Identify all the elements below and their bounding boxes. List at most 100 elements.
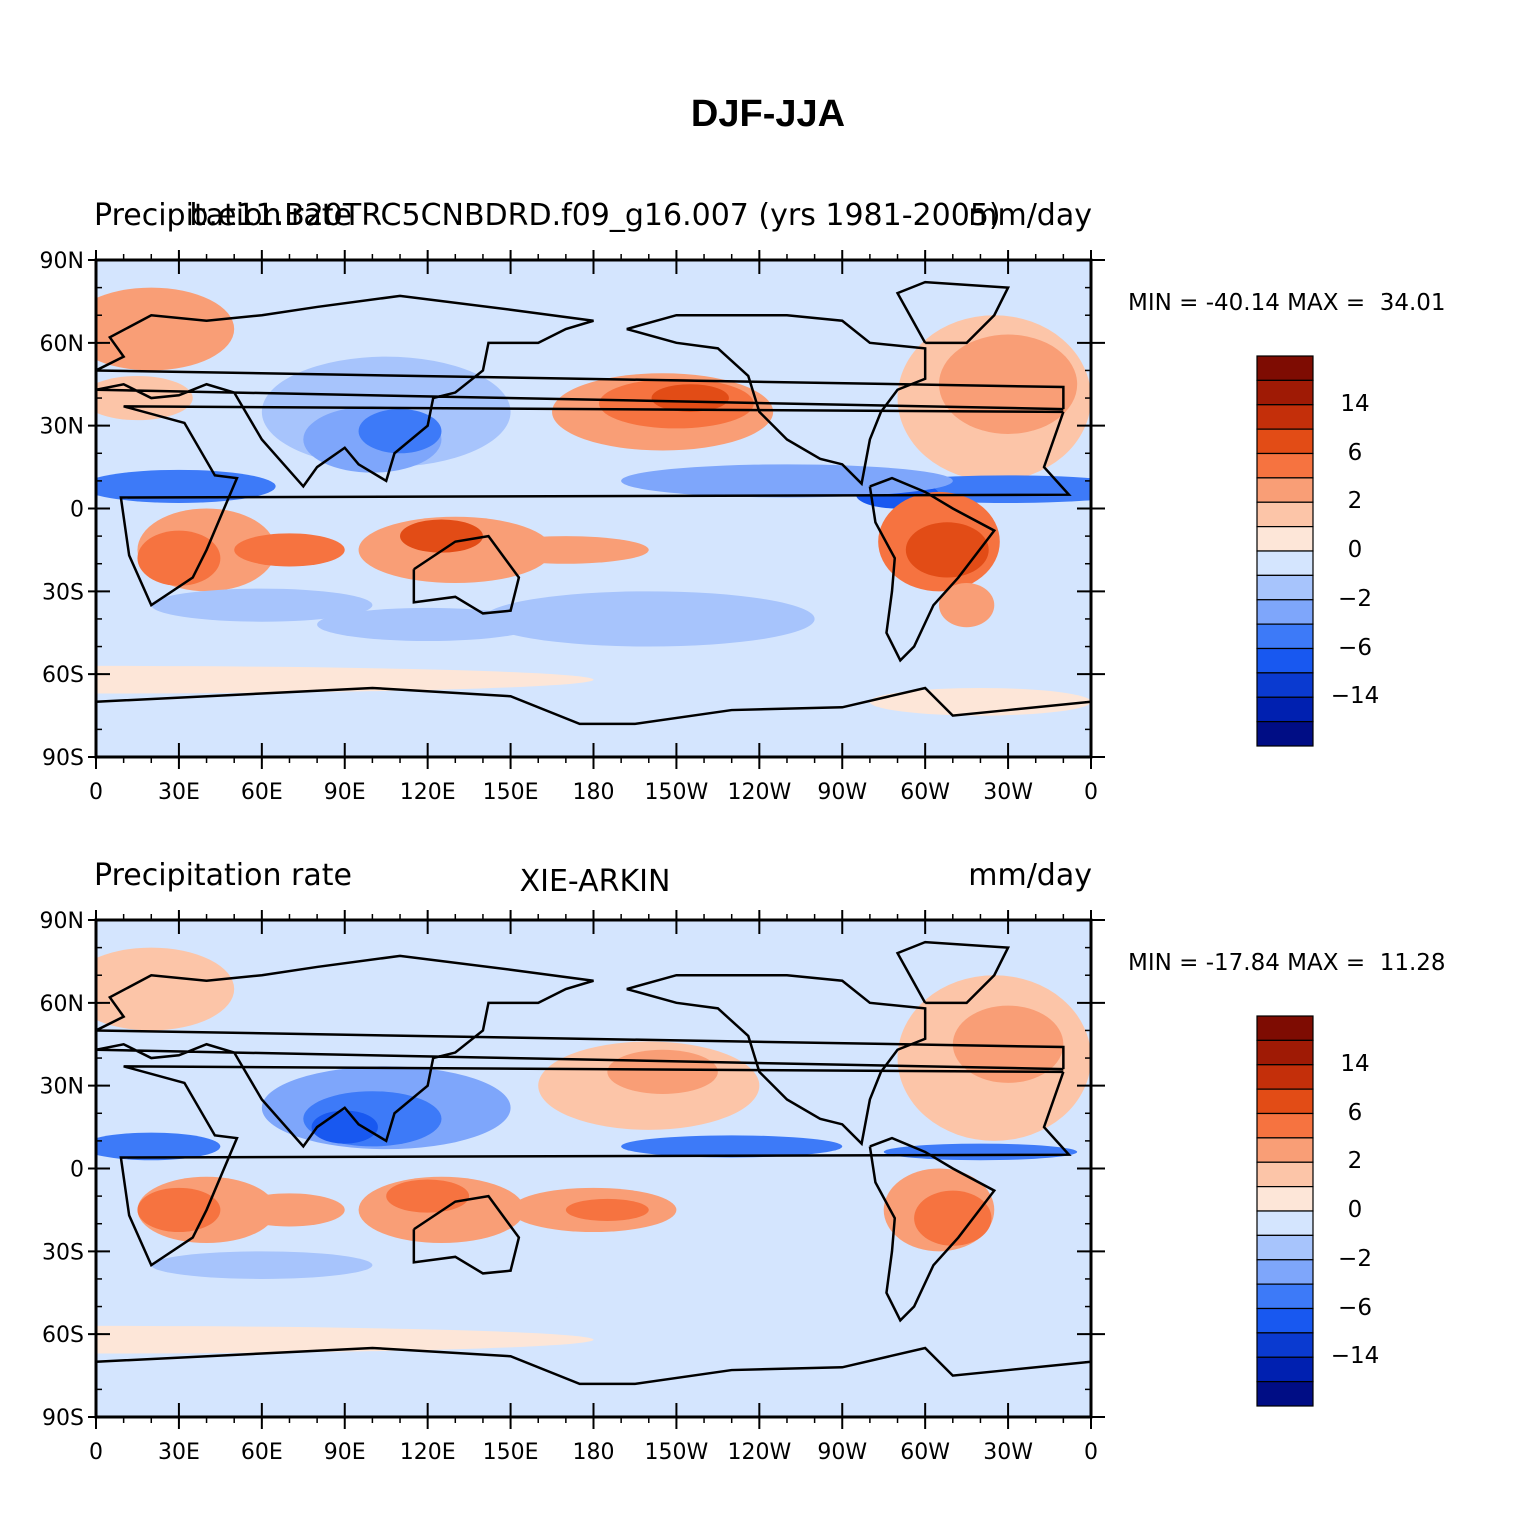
contour-region — [96, 947, 235, 1031]
colorbar-label: 14 — [1340, 1050, 1370, 1077]
colorbar-box — [1256, 1210, 1314, 1236]
coastline — [412, 1194, 521, 1275]
contour-region — [952, 1005, 1064, 1083]
lon-label: 150W — [645, 780, 709, 805]
contour-region — [234, 533, 345, 567]
colorbar — [1256, 355, 1314, 747]
lon-label: 90E — [324, 1440, 366, 1465]
lon-label: 150W — [645, 1440, 709, 1465]
colorbar-box — [1256, 1332, 1314, 1358]
lon-label: 90E — [324, 780, 366, 805]
min-max-label: MIN = -40.14 MAX = 34.01 — [1128, 290, 1446, 316]
colorbar-label: −14 — [1330, 683, 1380, 710]
coastline — [626, 973, 927, 1147]
contour-region — [96, 665, 594, 694]
case-label: b.e11.B20TRC5CNBDRD.f09_g16.007 (yrs 198… — [189, 198, 1001, 233]
lon-label: 180 — [573, 780, 615, 805]
colorbar-label: −6 — [1338, 1294, 1372, 1321]
lon-label: 30E — [158, 780, 200, 805]
colorbar-label: 6 — [1347, 1099, 1363, 1126]
lon-label: 30E — [158, 1440, 200, 1465]
colorbar-box — [1256, 1259, 1314, 1285]
colorbar-box — [1256, 1356, 1314, 1383]
lat-label: 60N — [40, 332, 84, 357]
units-label: mm/day — [968, 858, 1092, 893]
contour-region — [311, 1110, 378, 1144]
colorbar-box — [1256, 599, 1314, 625]
contour-region — [151, 1251, 373, 1279]
lon-label: 0 — [89, 1440, 103, 1465]
lon-label: 90W — [817, 1440, 867, 1465]
lat-label: 90S — [42, 1406, 84, 1431]
colorbar-box — [1256, 1015, 1314, 1041]
lon-label: 120W — [727, 780, 791, 805]
contour-region — [565, 1198, 649, 1221]
contour-region — [914, 1190, 992, 1246]
contour-region — [96, 1325, 594, 1354]
lat-label: 90N — [40, 909, 84, 934]
observation-panel: 90N 60N 30N 0 30S 60S 90S 0 30E 60E 90E 120E 150E 180… — [0, 850, 1536, 1510]
lat-label: 90N — [40, 249, 84, 274]
colorbar-box — [1256, 526, 1314, 552]
colorbar-box — [1256, 672, 1314, 698]
colorbar-label: 6 — [1347, 439, 1363, 466]
contour-region — [938, 583, 995, 628]
case-label: XIE-ARKIN — [519, 864, 671, 899]
colorbar-box — [1256, 1234, 1314, 1261]
coastline — [119, 405, 1072, 608]
colorbar-label: 0 — [1347, 537, 1363, 563]
colorbar-label: −2 — [1338, 1245, 1372, 1272]
lat-label: 30N — [40, 1075, 84, 1100]
lon-label: 150E — [483, 1440, 539, 1465]
lat-label: 60S — [42, 1323, 84, 1348]
lon-label: 30W — [983, 1440, 1033, 1465]
colorbar-box — [1256, 721, 1314, 747]
colorbar-box — [1256, 623, 1314, 650]
colorbar-label: 2 — [1347, 1148, 1363, 1175]
lon-label: 60W — [900, 780, 950, 805]
colorbar-box — [1256, 404, 1314, 430]
contour-region — [869, 687, 1091, 716]
lon-label: 120W — [727, 1440, 791, 1465]
contour-region — [151, 588, 373, 622]
coastline — [626, 313, 927, 487]
contour-region — [96, 1146, 1091, 1202]
contour-region — [317, 607, 539, 642]
colorbar-label: 2 — [1347, 488, 1363, 515]
figure-title: DJF-JJA — [690, 93, 846, 135]
lon-label: 60E — [241, 780, 283, 805]
colorbar-label: −6 — [1338, 634, 1372, 661]
colorbar-box — [1256, 1039, 1314, 1066]
lat-label: 30S — [42, 580, 84, 605]
colorbar-label: −2 — [1338, 585, 1372, 612]
contour-region — [621, 464, 953, 498]
lon-label: 0 — [1084, 780, 1098, 805]
model-panel: 90N 60N 30N 0 30S 60S 90S 0 30E 60E 90E 120E 150E 180… — [0, 190, 1536, 850]
min-max-label: MIN = -17.84 MAX = 11.28 — [1128, 950, 1446, 976]
contour-region — [905, 522, 989, 578]
lat-label: 60S — [42, 663, 84, 688]
lat-label: 30N — [40, 415, 84, 440]
lat-label: 60N — [40, 992, 84, 1017]
lon-label: 60E — [241, 1440, 283, 1465]
colorbar-box — [1256, 379, 1314, 406]
colorbar-box — [1256, 1112, 1314, 1139]
colorbar-box — [1256, 1283, 1314, 1310]
colorbar-box — [1256, 1161, 1314, 1188]
contour-region — [400, 519, 483, 553]
colorbar-box — [1256, 1381, 1314, 1407]
colorbar-box — [1256, 1137, 1314, 1163]
contour-region — [96, 1132, 221, 1161]
colorbar-box — [1256, 1186, 1314, 1212]
colorbar-box — [1256, 477, 1314, 503]
colorbar-box — [1256, 1307, 1314, 1334]
colorbar — [1256, 1015, 1314, 1407]
colorbar-box — [1256, 428, 1314, 455]
coastline — [895, 940, 1011, 1005]
colorbar-box — [1256, 1064, 1314, 1090]
coastline — [868, 1136, 997, 1323]
contour-field — [96, 920, 1091, 1417]
colorbar-box — [1256, 501, 1314, 528]
